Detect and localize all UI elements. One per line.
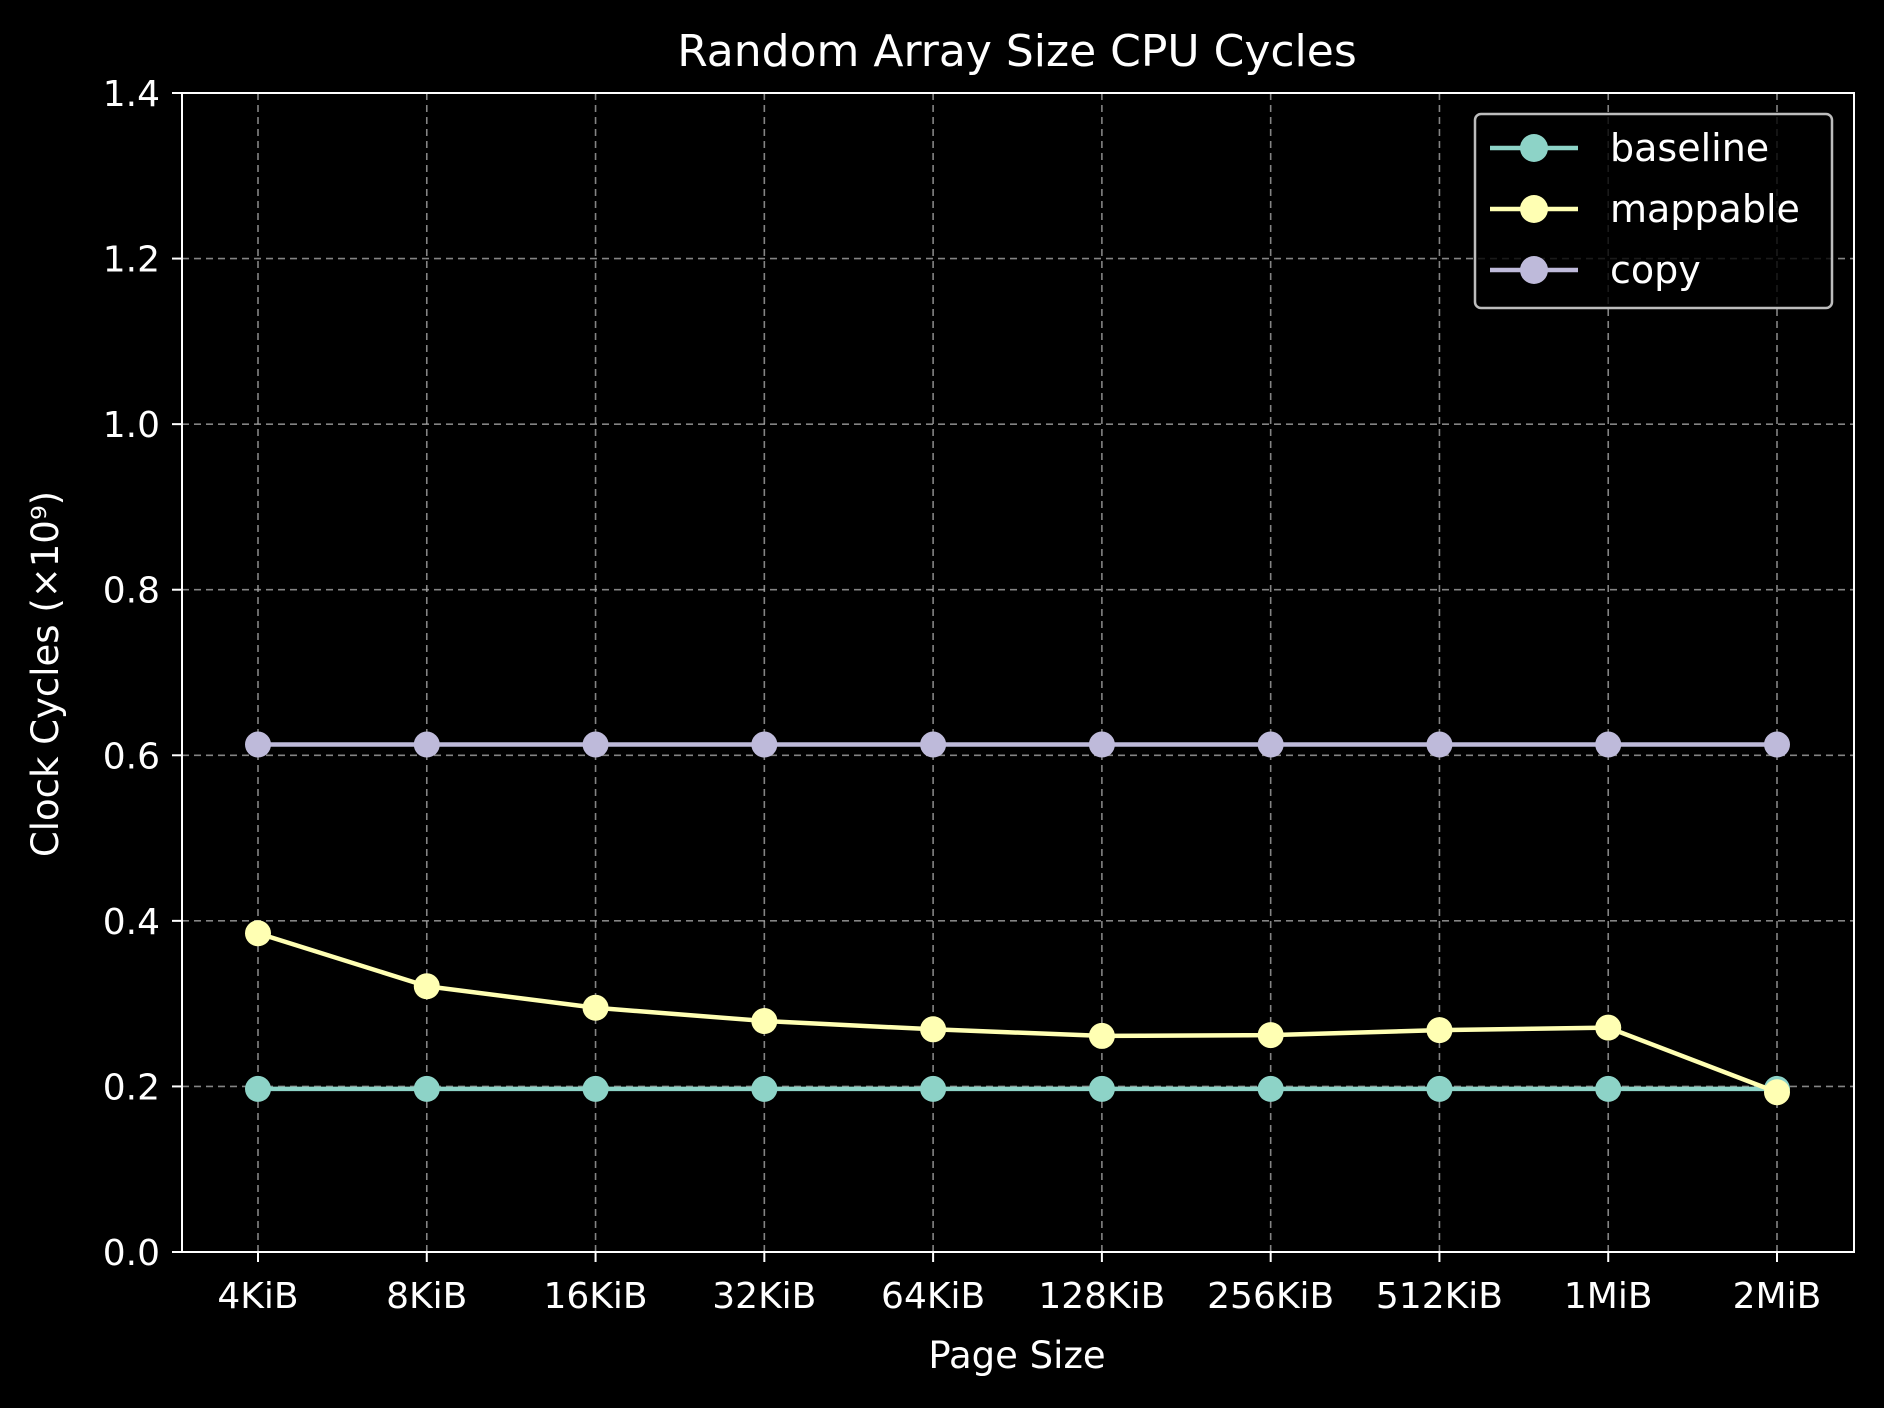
copy-point	[920, 731, 947, 758]
mappable-point	[1595, 1014, 1622, 1041]
legend-marker-mappable	[1520, 195, 1548, 223]
legend-marker-baseline	[1520, 134, 1548, 162]
baseline-point	[245, 1075, 271, 1102]
baseline-point	[1257, 1075, 1284, 1102]
y-tick-label: 1.2	[103, 240, 160, 281]
y-tick-label: 1.4	[103, 74, 160, 115]
copy-point	[582, 731, 609, 758]
y-tick-label: 1.0	[103, 405, 160, 446]
axis-ticks: 4KiB 8KiB 16KiB 32KiB 64KiB 128KiB 256KiB 512Ki…	[103, 74, 1822, 1317]
x-tick-label: 128KiB	[1038, 1276, 1165, 1317]
mappable-line	[257, 931, 1778, 1095]
x-tick-label: 32KiB	[712, 1276, 816, 1317]
series-copy	[245, 731, 1790, 758]
x-tick-label: 8KiB	[386, 1276, 467, 1317]
y-tick-label: 0.6	[103, 736, 160, 777]
mappable-point	[751, 1008, 778, 1035]
legend-label-copy: copy	[1610, 248, 1701, 292]
mappable-point	[582, 994, 609, 1021]
x-tick-label: 256KiB	[1207, 1276, 1334, 1317]
mappable-point	[245, 920, 271, 947]
series-baseline	[245, 1075, 1790, 1102]
baseline-point	[413, 1075, 440, 1102]
copy-point	[245, 731, 271, 758]
baseline-point	[1595, 1075, 1622, 1102]
baseline-point	[1426, 1075, 1453, 1102]
copy-point	[413, 731, 440, 758]
x-tick-label: 16KiB	[543, 1276, 647, 1317]
copy-point	[1257, 731, 1284, 758]
x-tick-label: 1MiB	[1564, 1276, 1653, 1317]
mappable-point	[1764, 1079, 1790, 1106]
legend: baseline mappable copy	[1473, 112, 1834, 310]
chart-title: Random Array Size CPU Cycles	[677, 26, 1357, 77]
y-tick-label: 0.8	[103, 571, 160, 612]
series-mappable	[245, 920, 1790, 1106]
copy-point	[1595, 731, 1622, 758]
baseline-point	[1088, 1075, 1115, 1102]
copy-point	[1088, 731, 1115, 758]
mappable-point	[1088, 1022, 1115, 1049]
mappable-point	[1257, 1022, 1284, 1049]
legend-label-mappable: mappable	[1610, 187, 1800, 231]
legend-marker-copy	[1520, 256, 1548, 284]
mappable-point	[413, 973, 440, 1000]
baseline-point	[920, 1075, 947, 1102]
y-axis-label: Clock Cycles (×10⁹)	[24, 491, 67, 857]
mappable-point	[920, 1016, 947, 1043]
x-axis-label: Page Size	[928, 1334, 1105, 1377]
x-tick-label: 4KiB	[217, 1276, 298, 1317]
legend-box	[1473, 112, 1834, 310]
y-tick-label: 0.2	[103, 1067, 160, 1108]
mappable-point	[1426, 1017, 1453, 1044]
series	[245, 731, 1790, 1106]
y-tick-label: 0.0	[103, 1233, 160, 1274]
x-tick-label: 64KiB	[881, 1276, 985, 1317]
legend-label-baseline: baseline	[1610, 126, 1769, 170]
x-tick-label: 2MiB	[1733, 1276, 1822, 1317]
baseline-point	[751, 1075, 778, 1102]
x-tick-label: 512KiB	[1376, 1276, 1503, 1317]
copy-point	[1764, 731, 1790, 758]
copy-point	[1426, 731, 1453, 758]
y-tick-label: 0.4	[103, 902, 160, 943]
plot-frame	[181, 92, 1855, 1253]
copy-point	[751, 731, 778, 758]
baseline-point	[582, 1075, 609, 1102]
